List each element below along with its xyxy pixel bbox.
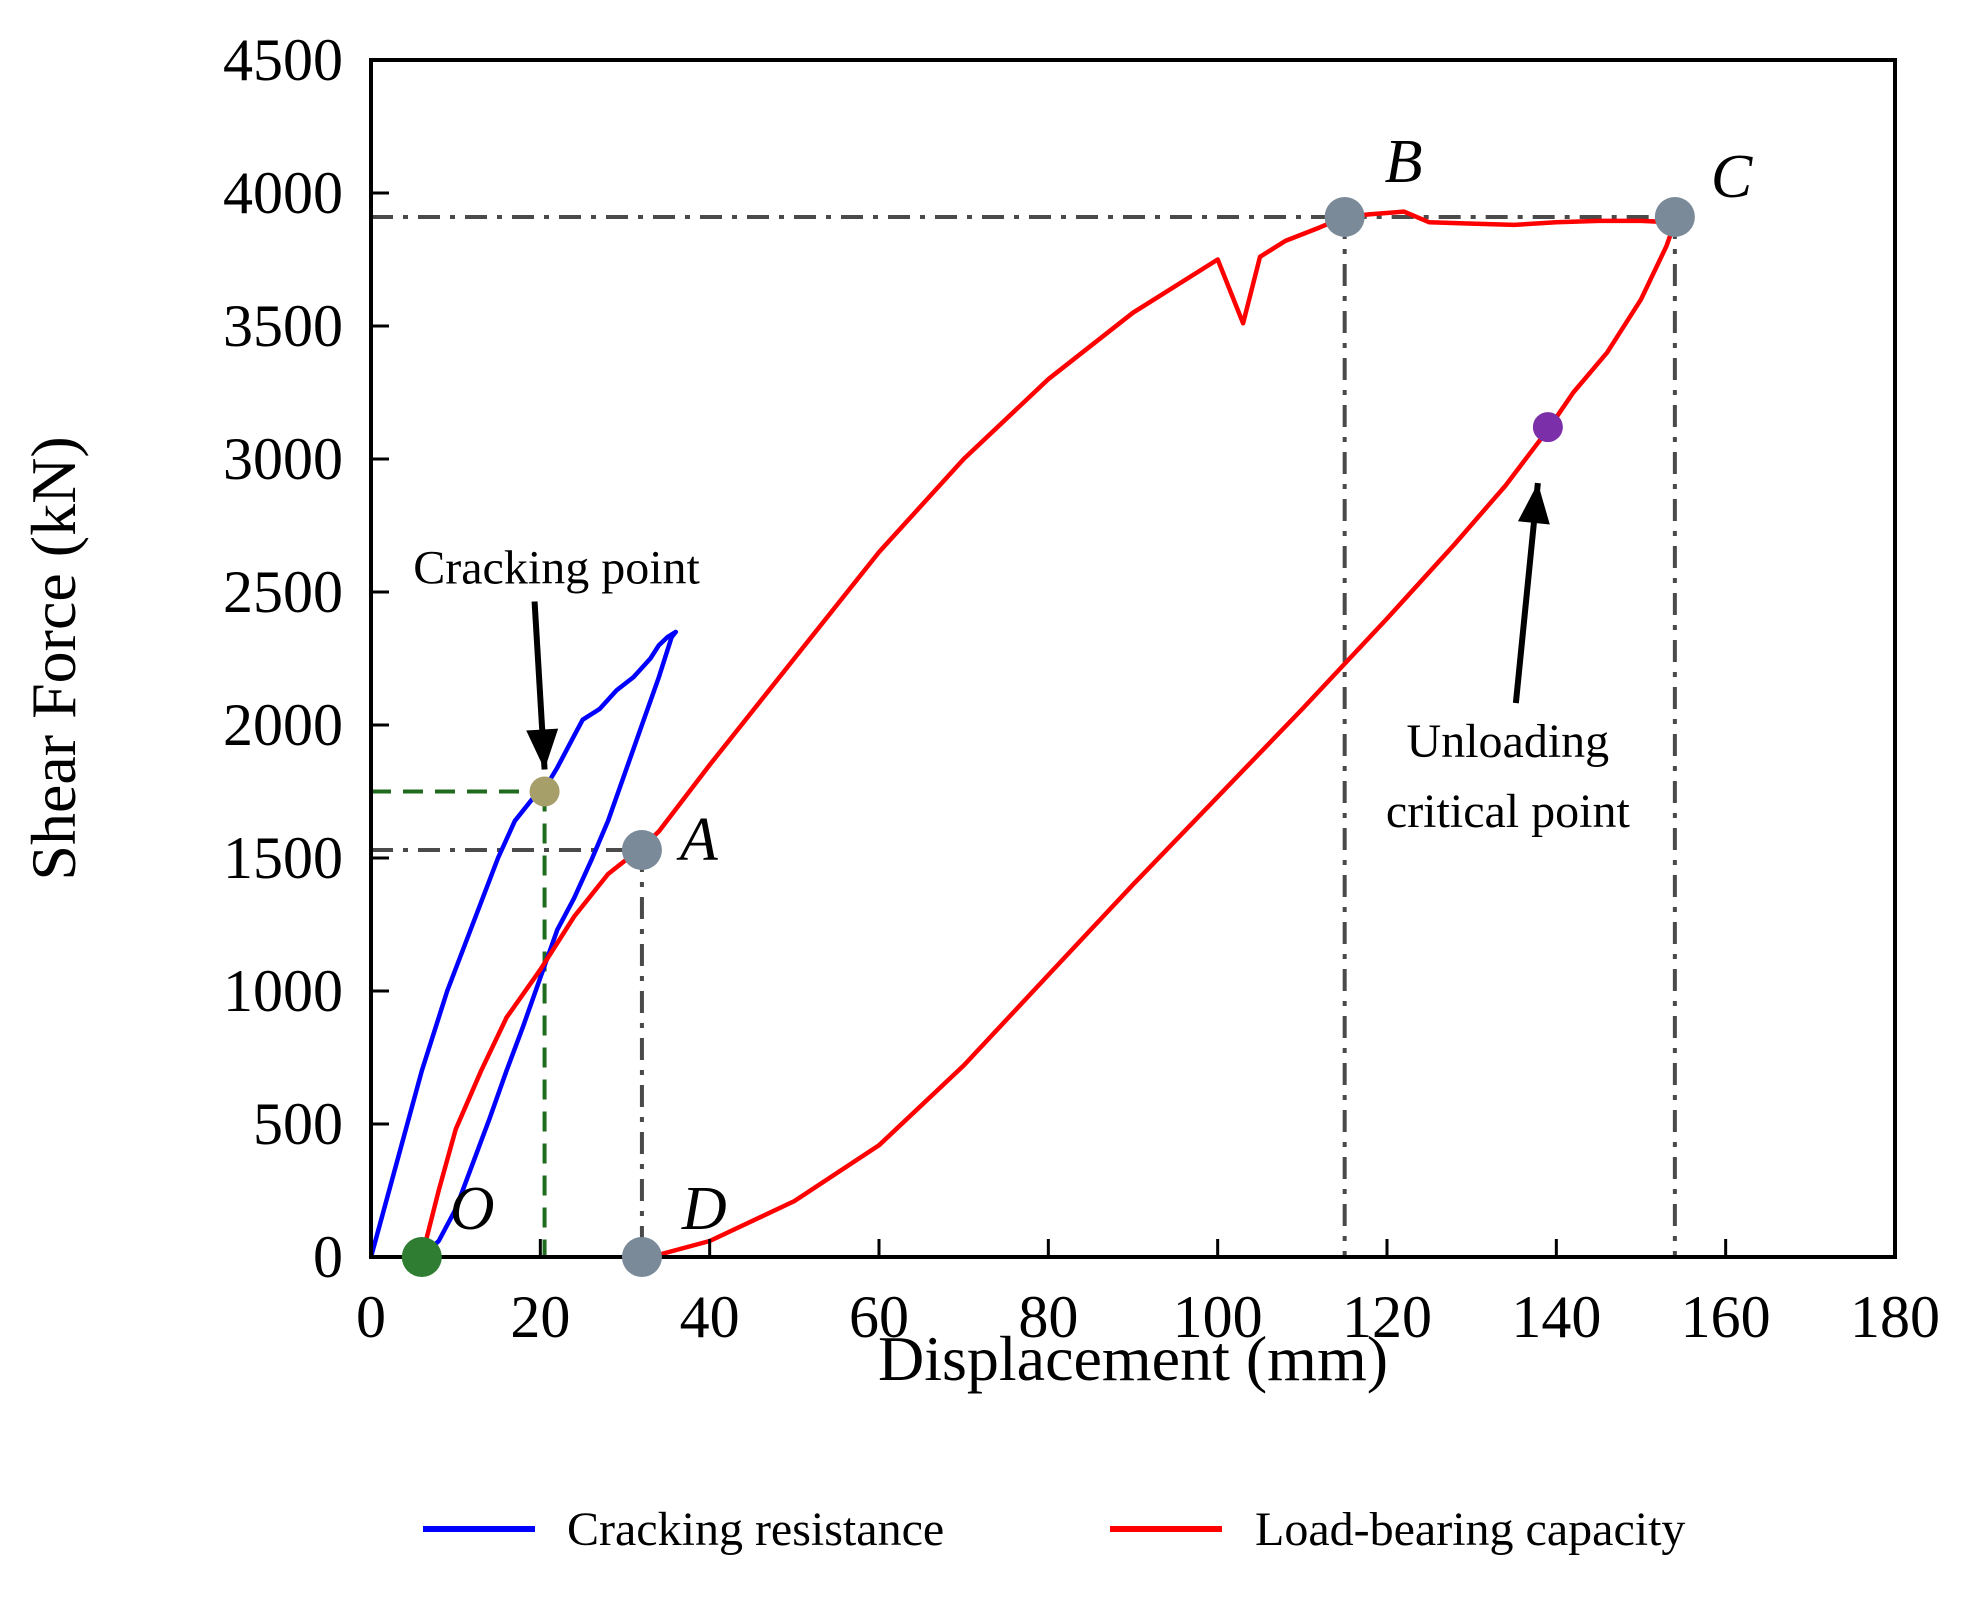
guide-lines [371,214,1677,1257]
y-tick-label: 1500 [223,825,343,891]
x-tick-label: 120 [1342,1284,1432,1350]
unloading-arrow-head [1517,483,1550,525]
x-tick-label: 140 [1511,1284,1601,1350]
y-tick-label: 3000 [223,426,343,492]
y-tick-label: 2500 [223,559,343,625]
legend: Cracking resistance Load-bearing capacity [423,1503,1685,1556]
point-label-c: C [1711,143,1753,211]
x-tick-label: 0 [356,1284,386,1350]
x-axis-title: Displacement (mm) [878,1323,1388,1394]
y-tick-label: 4500 [223,27,343,93]
y-tick-label: 2000 [223,692,343,758]
point-d [621,1237,662,1277]
x-tick-label: 40 [680,1284,740,1350]
y-axis-title: Shear Force (kN) [18,436,89,880]
cracking-point-marker [529,776,560,807]
y-tick-label: 1000 [223,958,343,1024]
y-tick-label: 4000 [223,160,343,226]
unloading-critical-point-marker [1532,412,1563,443]
x-tick-label: 180 [1850,1284,1940,1350]
y-tick-label: 0 [313,1224,343,1290]
plot-frame [369,58,1897,1259]
x-tick-label: 160 [1681,1284,1771,1350]
key-points [401,196,1695,1277]
point-a [621,830,662,871]
x-tick-label: 80 [1018,1284,1078,1350]
legend-label-load-bearing-capacity: Load-bearing capacity [1255,1503,1685,1556]
labels: O A B C D Cracking point Unloading critical poi… [413,128,1753,1243]
x-tick-label: 20 [510,1284,570,1350]
point-c [1654,196,1695,237]
cracking-arrow-head [526,728,559,770]
x-tick-label: 100 [1173,1284,1263,1350]
point-label-a: A [676,806,719,874]
series-line-cracking-resistance [368,629,679,1259]
axes: 0 20 40 60 80 100 120 140 160 180 0 500 1000 1500 2000… [223,27,1940,1350]
unloading-annotation-line2: critical point [1386,785,1631,838]
point-o [401,1237,442,1277]
point-label-b: B [1385,128,1423,196]
x-tick-label: 60 [849,1284,909,1350]
point-label-d: D [681,1175,727,1243]
legend-label-cracking-resistance: Cracking resistance [567,1503,944,1556]
y-tick-label: 500 [253,1091,343,1157]
unloading-annotation-line1: Unloading [1407,715,1610,768]
cracking-point-annotation: Cracking point [413,542,700,595]
point-label-o: O [450,1175,495,1243]
y-tick-label: 3500 [223,293,343,359]
point-b [1324,196,1365,237]
